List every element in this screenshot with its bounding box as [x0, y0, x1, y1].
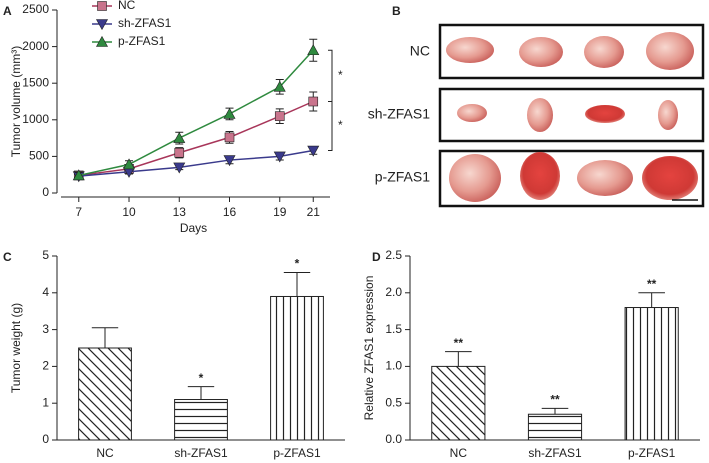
y-tick-label: 2 [42, 359, 49, 373]
y-tick-label: 1500 [22, 75, 49, 89]
significance-bracket [328, 49, 333, 102]
marker [72, 169, 85, 181]
marker [173, 162, 186, 174]
legend-label: NC [118, 0, 136, 12]
series-line [78, 149, 314, 177]
y-tick-label: 1.5 [385, 322, 402, 336]
y-tick-label: 0.5 [385, 395, 402, 409]
x-tick-label: 16 [223, 205, 237, 219]
x-tick-label: p-ZFAS1 [628, 446, 676, 460]
significance-label: * [338, 118, 343, 132]
significance-label: * [295, 257, 300, 271]
marker [307, 145, 320, 157]
bar [270, 295, 324, 441]
panel-b: B NC sh-ZFAS1 p-ZFAS1 [368, 4, 705, 208]
panel-label: A [3, 4, 12, 18]
x-tick-label: 13 [173, 205, 187, 219]
y-tick-label: 0 [42, 185, 49, 199]
y-tick-label: 2.5 [385, 248, 402, 262]
x-tick-label: 7 [75, 205, 82, 219]
y-tick-label: 0 [42, 432, 49, 446]
marker [123, 158, 136, 170]
y-axis-label: Tumor weight (g) [9, 303, 23, 393]
x-tick-label: sh-ZFAS1 [528, 446, 582, 460]
panel-label: D [372, 250, 381, 264]
bar [174, 399, 228, 441]
x-tick-label: 10 [122, 205, 136, 219]
row-label: p-ZFAS1 [375, 169, 430, 185]
y-axis-label: Relative ZFAS1 expression [362, 276, 376, 421]
y-tick-label: 3 [42, 322, 49, 336]
significance-label: ** [550, 393, 560, 407]
legend-label: sh-ZFAS1 [118, 16, 172, 30]
series-line [78, 100, 314, 177]
marker [95, 19, 109, 31]
legend-label: p-ZFAS1 [118, 34, 166, 48]
row-label: sh-ZFAS1 [368, 106, 430, 122]
x-tick-label: NC [450, 446, 468, 460]
y-tick-label: 2500 [22, 2, 49, 16]
row-label: NC [410, 43, 430, 59]
x-tick-label: NC [96, 446, 114, 460]
significance-label: * [338, 68, 343, 82]
marker [173, 131, 186, 143]
tumor-photos [446, 32, 698, 202]
significance-label: ** [647, 277, 657, 291]
y-tick-label: 5 [42, 248, 49, 262]
marker [223, 107, 236, 119]
marker [273, 151, 286, 163]
y-tick-label: 1 [42, 395, 49, 409]
significance-label: ** [454, 336, 464, 350]
marker [308, 96, 319, 107]
y-tick-label: 2000 [22, 39, 49, 53]
y-tick-label: 4 [42, 285, 49, 299]
panel-label: C [3, 250, 12, 264]
series-line [78, 49, 314, 177]
marker [174, 147, 185, 158]
significance-label: * [199, 371, 204, 385]
y-tick-label: 1.0 [385, 359, 402, 373]
x-tick-label: p-ZFAS1 [273, 446, 321, 460]
marker [274, 111, 285, 121]
bar [78, 347, 132, 441]
x-tick-label: 21 [307, 205, 321, 219]
marker [307, 44, 320, 56]
x-tick-label: sh-ZFAS1 [174, 446, 228, 460]
y-tick-label: 2.0 [385, 285, 402, 299]
marker [224, 132, 235, 143]
panel-label: B [392, 4, 401, 18]
marker [97, 1, 107, 11]
x-axis-label: Days [180, 221, 207, 235]
y-axis-label: Tumor volume (mm³) [9, 46, 23, 158]
marker [223, 155, 236, 167]
significance-bracket [328, 101, 333, 152]
y-tick-label: 0.0 [385, 432, 402, 446]
bar [624, 307, 679, 441]
bar [431, 365, 486, 441]
y-tick-label: 1000 [22, 112, 49, 126]
x-tick-label: 19 [273, 205, 287, 219]
y-tick-label: 500 [29, 149, 49, 163]
marker [95, 35, 109, 47]
marker [273, 80, 286, 92]
bar [527, 413, 583, 441]
